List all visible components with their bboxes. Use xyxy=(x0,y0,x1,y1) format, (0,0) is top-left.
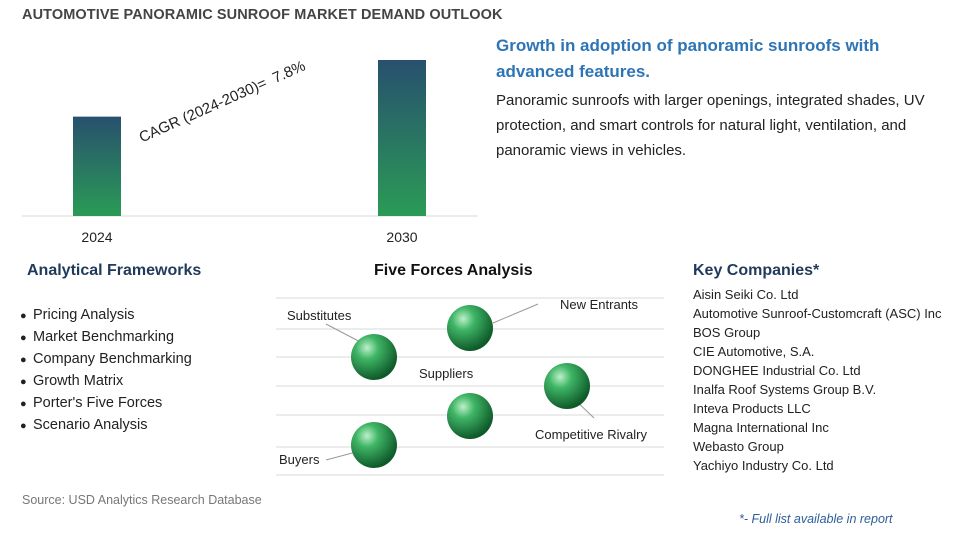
company-item: Automotive Sunroof-Customcraft (ASC) Inc xyxy=(693,306,942,321)
force-sphere-substitutes xyxy=(351,334,397,380)
force-label-buyers: Buyers xyxy=(279,452,320,467)
description: Panoramic sunroofs with larger openings,… xyxy=(496,92,925,159)
framework-label: Porter's Five Forces xyxy=(33,395,163,411)
framework-label: Growth Matrix xyxy=(33,373,124,389)
force-sphere-new-entrants xyxy=(447,305,493,351)
leader-line-new-entrants xyxy=(492,303,539,324)
company-item: Aisin Seiki Co. Ltd xyxy=(693,287,799,302)
force-label-new-entrants: New Entrants xyxy=(560,297,639,312)
company-item: BOS Group xyxy=(693,325,761,340)
list-item: ● Market Benchmarking xyxy=(20,327,192,349)
company-item: Magna International Inc xyxy=(693,420,829,435)
company-item: DONGHEE Industrial Co. Ltd xyxy=(693,363,861,378)
list-item: ● Company Benchmarking xyxy=(20,349,192,371)
bars-group xyxy=(73,60,426,216)
bar-2030 xyxy=(378,60,426,216)
force-sphere-suppliers xyxy=(447,393,493,439)
list-item: ● Growth Matrix xyxy=(20,371,192,393)
framework-label: Market Benchmarking xyxy=(33,329,175,345)
tick-labels-group: 2024 2030 xyxy=(81,229,417,245)
source-note: Source: USD Analytics Research Database xyxy=(22,493,262,507)
frameworks-title: Analytical Frameworks xyxy=(27,262,202,279)
framework-label: Company Benchmarking xyxy=(33,351,192,367)
bullet-icon: ● xyxy=(20,376,27,388)
five-forces-title: Five Forces Analysis xyxy=(374,262,533,279)
force-sphere-buyers xyxy=(351,422,397,468)
company-item: Inteva Products LLC xyxy=(693,401,811,416)
companies-list: Aisin Seiki Co. Ltd Automotive Sunroof-C… xyxy=(693,285,953,475)
force-label-competitive-rivalry: Competitive Rivalry xyxy=(535,427,647,442)
force-sphere-competitive-rivalry xyxy=(544,363,590,409)
company-item: CIE Automotive, S.A. xyxy=(693,344,815,359)
companies-footnote: *- Full list available in report xyxy=(739,512,893,526)
framework-label: Scenario Analysis xyxy=(33,417,148,433)
leader-line-buyers xyxy=(325,451,357,461)
bullet-icon: ● xyxy=(20,354,27,366)
company-item: Webasto Group xyxy=(693,439,784,454)
force-label-substitutes: Substitutes xyxy=(287,308,352,323)
x-tick-label: 2024 xyxy=(81,229,112,245)
companies-title: Key Companies* xyxy=(693,262,820,279)
framework-label: Pricing Analysis xyxy=(33,307,135,323)
five-forces-svg xyxy=(276,297,664,476)
bar-chart: 2024 2030 xyxy=(22,32,482,252)
list-item: ● Porter's Five Forces xyxy=(20,393,192,415)
frameworks-list: ● Pricing Analysis ● Market Benchmarking ●… xyxy=(20,305,192,437)
bar-2024 xyxy=(73,116,121,216)
bullet-icon: ● xyxy=(20,332,27,344)
page-title: AUTOMOTIVE PANORAMIC SUNROOF MARKET DEMA… xyxy=(22,7,503,23)
list-item: ● Pricing Analysis xyxy=(20,305,192,327)
bullet-icon: ● xyxy=(20,420,27,432)
x-tick-label: 2030 xyxy=(386,229,417,245)
five-forces-diagram: Substitutes New Entrants Suppliers Compe… xyxy=(276,290,666,485)
bullet-icon: ● xyxy=(20,398,27,410)
bullet-icon: ● xyxy=(20,310,27,322)
bar-chart-svg: 2024 2030 xyxy=(22,60,478,245)
force-label-suppliers: Suppliers xyxy=(419,366,474,381)
headline: Growth in adoption of panoramic sunroofs… xyxy=(496,36,880,81)
company-item: Yachiyo Industry Co. Ltd xyxy=(693,458,834,473)
list-item: ● Scenario Analysis xyxy=(20,415,192,437)
company-item: Inalfa Roof Systems Group B.V. xyxy=(693,382,877,397)
